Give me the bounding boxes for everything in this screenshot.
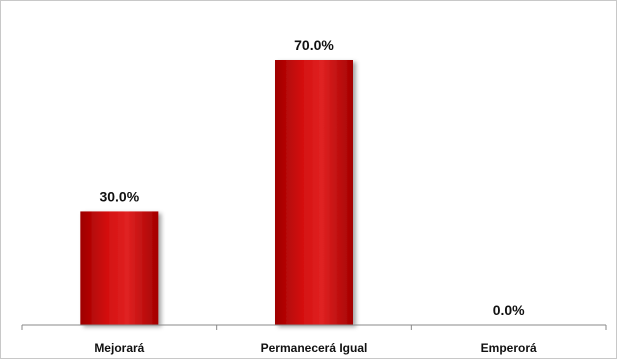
bar-1 [275, 60, 353, 325]
data-label-2: 0.0% [493, 302, 525, 318]
category-label-2: Emperorá [481, 341, 537, 355]
bar-0 [80, 211, 159, 325]
category-label-0: Mejorará [94, 341, 144, 355]
category-label-1: Permanecerá Igual [261, 341, 368, 355]
bars-group [80, 60, 353, 325]
x-axis [21, 324, 607, 330]
data-label-1: 70.0% [294, 37, 334, 53]
labels-group: 30.0% Mejorará 70.0% Permanecerá Igual 0.0% E… [94, 37, 537, 355]
data-label-0: 30.0% [99, 188, 139, 204]
